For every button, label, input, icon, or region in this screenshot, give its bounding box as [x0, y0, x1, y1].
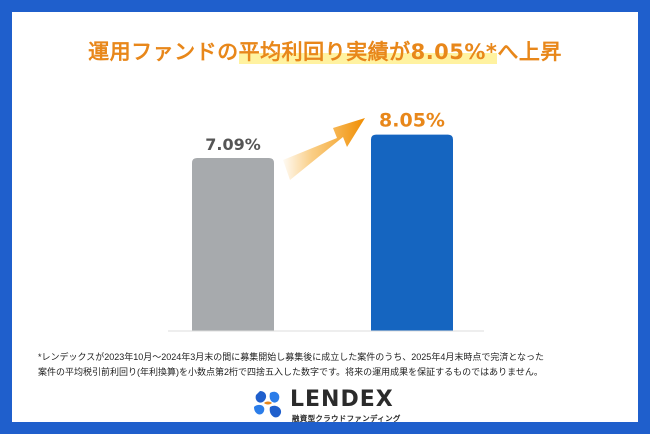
footnote-line2: 案件の平均税引前利回り(年利換算)を小数点第2桁で四捨五入した数字です。将来の運…: [38, 367, 543, 377]
title-highlight: 平均利回り実績が8.05%*: [238, 40, 498, 64]
increase-arrow: [283, 118, 365, 180]
lendex-logo: LENDEX 融資型クラウドファンディング: [252, 387, 412, 423]
card-background: [12, 12, 638, 422]
bar-1-value-label: 7.09%: [205, 135, 261, 154]
title-part2: へ上昇: [497, 40, 562, 64]
bar-1: [192, 158, 274, 331]
bar-2: [371, 134, 453, 331]
bar-2-value-label: 8.05%: [379, 110, 445, 132]
chart-title: 運用ファンドの平均利回り実績が8.05%*へ上昇: [0, 36, 650, 66]
logo-name: LENDEX: [290, 387, 394, 412]
footnote: *レンデックスが2023年10月～2024年3月末の間に募集開始し募集後に成立し…: [38, 350, 618, 380]
lendex-logo-mark-icon: [254, 391, 282, 418]
logo-tagline: 融資型クラウドファンディング: [292, 414, 401, 423]
footnote-line1: *レンデックスが2023年10月～2024年3月末の間に募集開始し募集後に成立し…: [38, 352, 545, 362]
title-part1: 運用ファンドの: [88, 40, 239, 64]
